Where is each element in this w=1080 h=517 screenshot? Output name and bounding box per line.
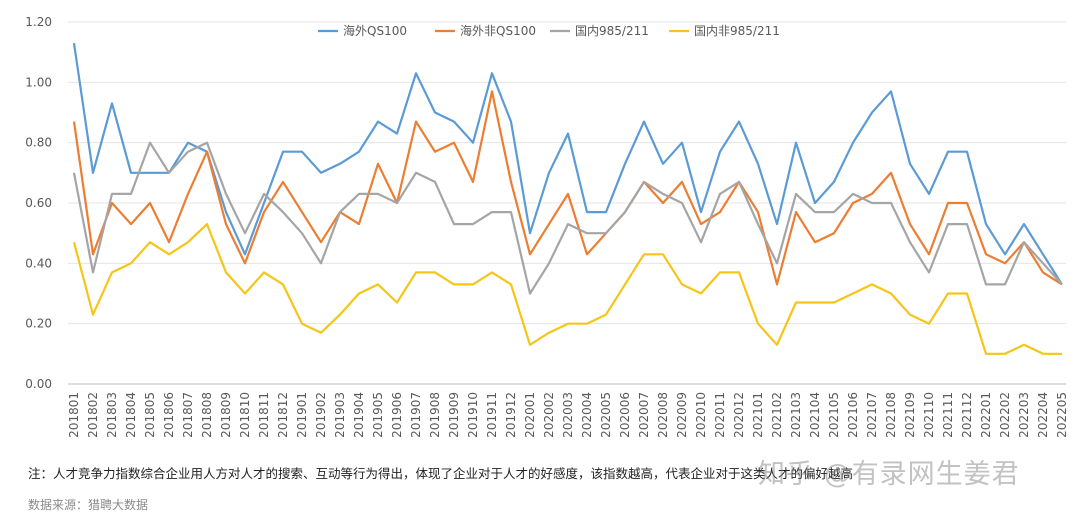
x-tick-label: 201806 bbox=[162, 392, 176, 438]
x-tick-label: 201809 bbox=[219, 392, 233, 438]
y-tick-label: 0.80 bbox=[25, 136, 52, 150]
y-tick-label: 1.20 bbox=[25, 15, 52, 29]
x-tick-label: 201807 bbox=[181, 392, 195, 438]
x-tick-label: 202112 bbox=[960, 392, 974, 438]
x-tick-label: 201811 bbox=[257, 392, 271, 438]
legend: 海外QS100 海外非QS100 国内985/211 国内非985/211 bbox=[318, 23, 780, 38]
gridlines bbox=[68, 21, 1066, 385]
x-tick-label: 201911 bbox=[485, 392, 499, 438]
x-tick-label: 202204 bbox=[1036, 392, 1050, 438]
series-line bbox=[72, 90, 1063, 286]
x-tick-label: 202007 bbox=[637, 392, 651, 438]
x-tick-label: 202103 bbox=[789, 392, 803, 438]
x-tick-label: 202108 bbox=[884, 392, 898, 438]
y-tick-label: 0.20 bbox=[25, 317, 52, 331]
x-tick-label: 202003 bbox=[561, 392, 575, 438]
x-tick-label: 201902 bbox=[314, 392, 328, 438]
x-tick-label: 201905 bbox=[371, 392, 385, 438]
series-line bbox=[72, 42, 1063, 285]
x-tick-label: 201802 bbox=[86, 392, 100, 438]
x-tick-label: 202009 bbox=[675, 392, 689, 438]
x-tick-label: 202201 bbox=[979, 392, 993, 438]
x-tick-label: 201907 bbox=[409, 392, 423, 438]
x-tick-label: 202002 bbox=[542, 392, 556, 438]
watermark: 知乎 @有录网生姜君 bbox=[758, 459, 1020, 490]
legend-label: 国内非985/211 bbox=[694, 24, 780, 38]
x-tick-label: 202005 bbox=[599, 392, 613, 438]
x-tick-label: 202104 bbox=[808, 392, 822, 438]
x-tick-label: 202010 bbox=[694, 392, 708, 438]
x-tick-label: 202110 bbox=[922, 392, 936, 438]
x-tick-label: 202001 bbox=[523, 392, 537, 438]
legend-label: 海外QS100 bbox=[343, 23, 407, 38]
x-axis-tick-labels: 201801 201802 201803 201804 201805 201806 2018… bbox=[67, 392, 1069, 438]
x-tick-label: 202205 bbox=[1055, 392, 1069, 438]
x-tick-label: 202107 bbox=[865, 392, 879, 438]
y-tick-label: 0.40 bbox=[25, 256, 52, 270]
series-line bbox=[72, 141, 1063, 295]
x-tick-label: 202202 bbox=[998, 392, 1012, 438]
x-tick-label: 201803 bbox=[105, 392, 119, 438]
x-tick-label: 202006 bbox=[618, 392, 632, 438]
x-tick-label: 201808 bbox=[200, 392, 214, 438]
x-tick-label: 202008 bbox=[656, 392, 670, 438]
x-tick-label: 201910 bbox=[466, 392, 480, 438]
x-tick-label: 202105 bbox=[827, 392, 841, 438]
x-tick-label: 201801 bbox=[67, 392, 81, 438]
y-tick-label: 1.00 bbox=[25, 75, 52, 89]
x-tick-label: 202011 bbox=[713, 392, 727, 438]
chart-note: 注：人才竞争力指数综合企业用人方对人才的搜索、互动等行为得出，体现了企业对于人才… bbox=[28, 466, 854, 481]
x-tick-label: 202111 bbox=[941, 392, 955, 438]
x-tick-label: 201912 bbox=[504, 392, 518, 438]
data-source: 数据来源：猎聘大数据 bbox=[28, 498, 149, 512]
x-tick-label: 202101 bbox=[751, 392, 765, 438]
x-tick-label: 201812 bbox=[276, 392, 290, 438]
x-tick-label: 202102 bbox=[770, 392, 784, 438]
x-tick-label: 201903 bbox=[333, 392, 347, 438]
x-tick-label: 201805 bbox=[143, 392, 157, 438]
line-chart: 0.000.200.400.600.801.001.20 201801 20180… bbox=[25, 15, 1069, 438]
x-tick-label: 201901 bbox=[295, 392, 309, 438]
legend-label: 国内985/211 bbox=[575, 24, 649, 38]
y-tick-label: 0.60 bbox=[25, 196, 52, 210]
y-tick-label: 0.00 bbox=[25, 377, 52, 391]
x-tick-label: 201908 bbox=[428, 392, 442, 438]
y-axis-tick-labels: 0.00 0.20 0.40 0.60 0.80 1.00 1.20 bbox=[25, 15, 52, 391]
legend-label: 海外非QS100 bbox=[460, 23, 536, 38]
x-tick-label: 202109 bbox=[903, 392, 917, 438]
x-tick-label: 201904 bbox=[352, 392, 366, 438]
x-tick-label: 202203 bbox=[1017, 392, 1031, 438]
x-tick-label: 202012 bbox=[732, 392, 746, 438]
x-tick-label: 201906 bbox=[390, 392, 404, 438]
x-tick-label: 202004 bbox=[580, 392, 594, 438]
x-tick-label: 201804 bbox=[124, 392, 138, 438]
series-lines bbox=[72, 42, 1063, 355]
series-line bbox=[72, 223, 1062, 355]
x-tick-label: 201909 bbox=[447, 392, 461, 438]
x-tick-label: 202106 bbox=[846, 392, 860, 438]
x-tick-label: 201810 bbox=[238, 392, 252, 438]
